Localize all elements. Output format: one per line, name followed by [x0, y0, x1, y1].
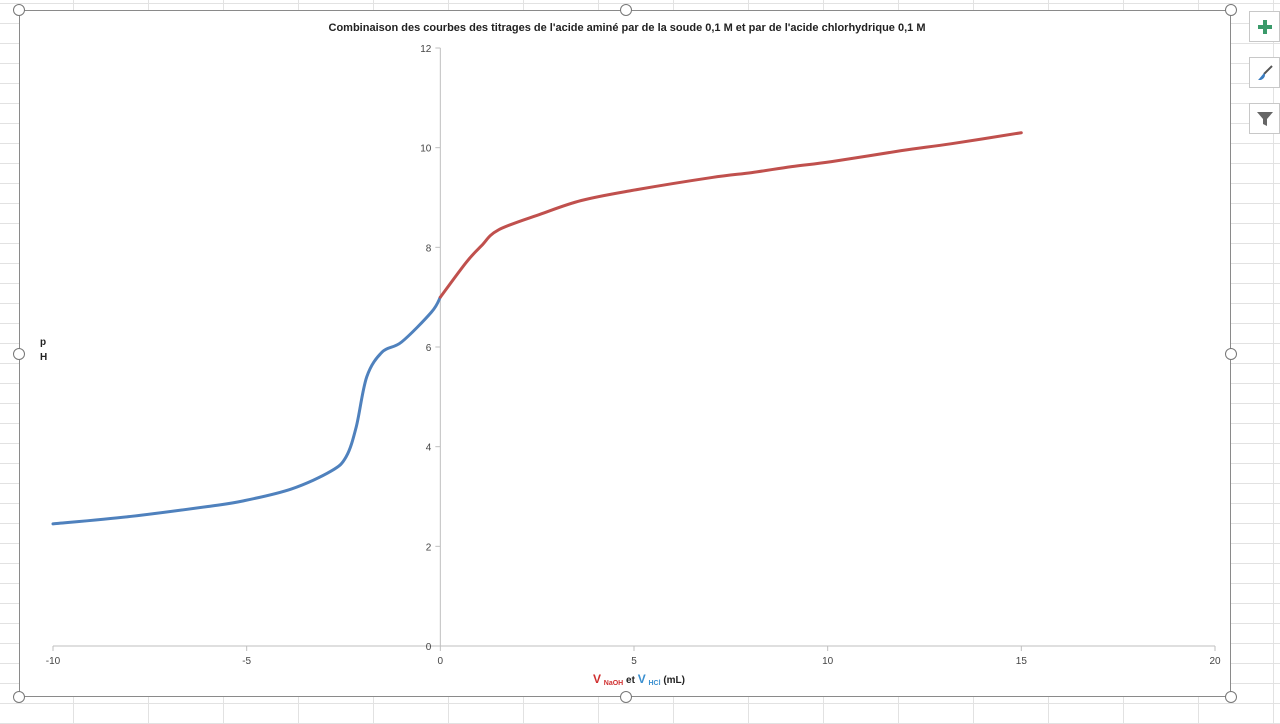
x-tick-label: 5	[631, 656, 637, 667]
y-tick-label: 2	[426, 542, 432, 553]
plus-icon	[1257, 19, 1272, 34]
paintbrush-icon	[1257, 64, 1273, 80]
x-tick-label: 0	[438, 656, 444, 667]
series-line-hcl[interactable]	[51, 295, 442, 526]
series-line-naoh[interactable]	[438, 131, 1023, 299]
x-label-sub2: HCl	[648, 680, 660, 687]
resize-handle-tr[interactable]	[1225, 4, 1237, 16]
x-axis-label: V NaOH et V HCl (mL)	[593, 672, 685, 688]
chart-elements-button[interactable]	[1249, 11, 1280, 42]
y-tick-label: 4	[426, 443, 432, 454]
x-tick-label: 15	[1016, 656, 1028, 667]
x-label-sub1: NaOH	[604, 680, 623, 687]
y-tick-label: 8	[426, 243, 432, 254]
chart-filters-button[interactable]	[1249, 103, 1280, 134]
resize-handle-ml[interactable]	[13, 348, 25, 360]
x-tick-label: -5	[242, 656, 251, 667]
x-tick-label: 10	[822, 656, 834, 667]
x-tick-label: 20	[1209, 656, 1221, 667]
y-label-p: p	[40, 337, 46, 348]
chart-area[interactable]: Combinaison des courbes des titrages de …	[19, 10, 1231, 697]
y-tick-label: 12	[420, 44, 432, 55]
y-label-h: H	[40, 352, 47, 363]
filter-icon	[1256, 111, 1273, 126]
x-label-mid: et	[626, 675, 638, 686]
y-tick-label: 6	[426, 343, 432, 354]
chart-styles-button[interactable]	[1249, 57, 1280, 88]
chart-title: Combinaison des courbes des titrages de …	[329, 22, 926, 34]
resize-handle-tc[interactable]	[620, 4, 632, 16]
resize-handle-mr[interactable]	[1225, 348, 1237, 360]
x-label-unit: (mL)	[663, 675, 685, 686]
resize-handle-bl[interactable]	[13, 691, 25, 703]
resize-handle-bc[interactable]	[620, 691, 632, 703]
plot-svg: Combinaison des courbes des titrages de …	[40, 22, 1221, 688]
x-label-v2: V	[638, 672, 646, 686]
y-axis-label: p H	[40, 337, 49, 363]
resize-handle-br[interactable]	[1225, 691, 1237, 703]
y-tick-label: 0	[426, 642, 432, 653]
resize-handle-tl[interactable]	[13, 4, 25, 16]
y-tick-label: 10	[420, 144, 432, 155]
x-tick-label: -10	[46, 656, 61, 667]
x-label-v1: V	[593, 672, 601, 686]
